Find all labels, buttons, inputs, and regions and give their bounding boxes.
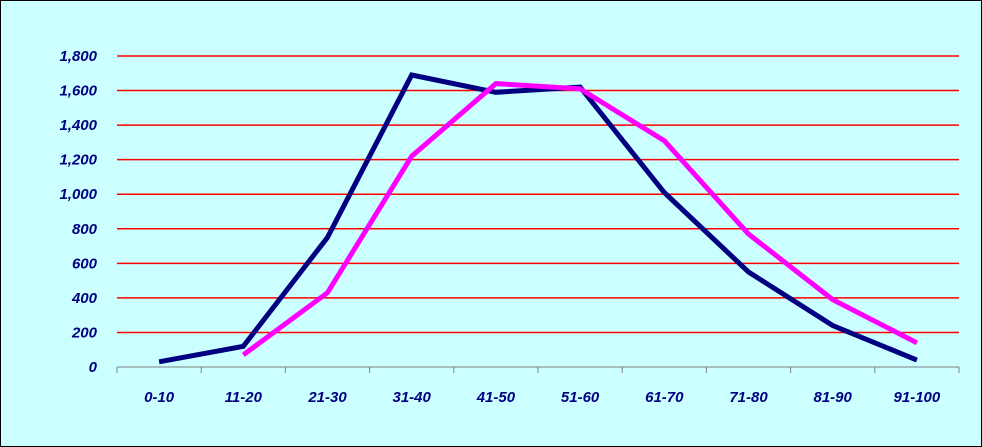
y-tick-label: 200 <box>71 324 98 341</box>
x-tick-label: 51-60 <box>561 389 600 406</box>
y-tick-label: 600 <box>72 255 98 272</box>
x-tick-label: 21-30 <box>307 389 347 406</box>
y-tick-label: 1,000 <box>59 186 97 203</box>
x-tick-label: 71-80 <box>729 389 768 406</box>
gridlines <box>117 55 959 334</box>
y-tick-label: 0 <box>89 359 98 376</box>
x-tick-label: 11-20 <box>225 389 263 406</box>
y-tick-label: 1,400 <box>59 117 97 134</box>
y-tick-label: 400 <box>71 290 98 307</box>
x-tick-label: 61-70 <box>645 389 684 406</box>
x-tick-label: 41-50 <box>476 389 516 406</box>
x-axis: 0-10 11-20 21-30 31-40 41-50 51-60 61-70 71-80 8… <box>116 366 960 406</box>
x-tick-label: 81-90 <box>814 389 853 406</box>
x-tick-label: 31-40 <box>393 389 432 406</box>
series-line-1 <box>158 72 918 365</box>
y-tick-label: 800 <box>72 221 98 238</box>
series-lines <box>158 72 919 365</box>
x-tick-label: 0-10 <box>144 389 175 406</box>
y-tick-label: 1,600 <box>59 83 97 100</box>
series-line-2 <box>241 81 919 357</box>
y-tick-label: 1,800 <box>59 48 97 65</box>
y-axis: 0 200 400 600 800 1,000 1,200 1,400 1,600 1,800 <box>59 48 97 376</box>
y-tick-label: 1,200 <box>59 152 97 169</box>
x-tick-label: 91-100 <box>894 389 941 406</box>
